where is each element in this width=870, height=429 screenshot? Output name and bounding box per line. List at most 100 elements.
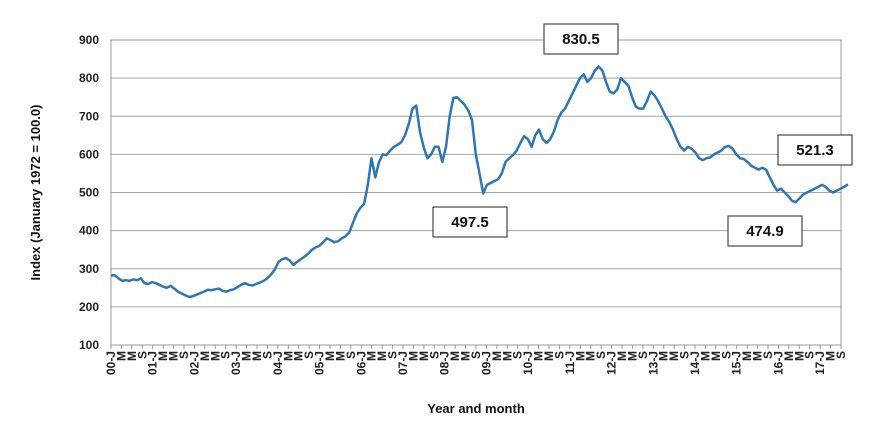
x-tick-label: M	[709, 351, 723, 361]
x-tick-label: 02-J	[187, 351, 201, 375]
x-tick-label: M	[573, 351, 587, 361]
callout-521-3: 521.3	[777, 134, 853, 166]
x-tick-label: S	[678, 351, 692, 359]
x-tick-label: M	[448, 351, 462, 361]
x-tick-label: M	[417, 351, 431, 361]
x-tick-label: 01-J	[146, 351, 160, 375]
callouts: 830.5 497.5 474.9 521.3	[432, 23, 853, 247]
x-tick-label: M	[250, 351, 264, 361]
y-axis-title: Index (January 1972 = 100.0)	[28, 105, 43, 281]
callout-label: 521.3	[796, 142, 834, 159]
x-tick-label: M	[208, 351, 222, 361]
x-tick-label: S	[386, 351, 400, 359]
x-tick-label: S	[302, 351, 316, 359]
x-tick-label: M	[615, 351, 629, 361]
callout-label: 830.5	[562, 31, 600, 48]
x-tick-label: 00-J	[104, 351, 118, 375]
x-tick-label: M	[751, 351, 765, 361]
x-tick-label: S	[219, 351, 233, 359]
x-tick-label: 16-J	[771, 351, 785, 375]
callout-box	[543, 23, 619, 55]
x-tick-label: S	[803, 351, 817, 359]
x-tick-label: M	[167, 351, 181, 361]
x-tick-label: M	[532, 351, 546, 361]
x-tick-label: M	[584, 351, 598, 361]
x-tick-label: S	[135, 351, 149, 359]
x-tick-label: M	[740, 351, 754, 361]
x-tick-label: 05-J	[313, 351, 327, 375]
y-tick-label: 200	[79, 300, 99, 314]
x-tick-label: M	[490, 351, 504, 361]
x-tick-label: M	[292, 351, 306, 361]
x-tick-label: 11-J	[563, 351, 577, 374]
x-tick-label: 03-J	[229, 351, 243, 375]
x-tick-label: 15-J	[730, 351, 744, 375]
callout-box	[432, 206, 508, 238]
x-tick-label: M	[333, 351, 347, 361]
x-tick-label: M	[375, 351, 389, 361]
callout-label: 474.9	[746, 223, 784, 240]
y-tick-label: 600	[79, 147, 99, 161]
x-tick-label: M	[542, 351, 556, 361]
x-tick-label: M	[459, 351, 473, 361]
y-tick-label: 900	[79, 33, 99, 47]
x-tick-label: 09-J	[479, 351, 493, 375]
x-tick-label: S	[177, 351, 191, 359]
x-tick-label: 14-J	[688, 351, 702, 375]
x-tick-label: M	[323, 351, 337, 361]
y-tick-label: 500	[79, 186, 99, 200]
x-tick-label: S	[594, 351, 608, 359]
x-tick-label: 08-J	[438, 351, 452, 375]
callout-830-5: 830.5	[543, 23, 619, 55]
x-tick-label: M	[657, 351, 671, 361]
x-tick-label: S	[834, 351, 848, 359]
callout-497-5: 497.5	[432, 206, 508, 238]
callout-label: 497.5	[451, 214, 489, 231]
callout-474-9: 474.9	[727, 215, 803, 247]
y-tick-label: 300	[79, 262, 99, 276]
x-tick-label: M	[240, 351, 254, 361]
gridlines	[111, 39, 841, 346]
x-tick-label: 13-J	[646, 351, 660, 375]
x-tick-label: M	[406, 351, 420, 361]
x-tick-label: 06-J	[354, 351, 368, 375]
x-tick-label: M	[625, 351, 639, 361]
x-tick-label: M	[698, 351, 712, 361]
x-tick-label: M	[500, 351, 514, 361]
x-tick-label: 04-J	[271, 351, 285, 375]
x-tick-label: M	[156, 351, 170, 361]
y-tick-label: 700	[79, 109, 99, 123]
x-axis-title: Year and month	[427, 401, 525, 416]
x-tick-label: 12-J	[605, 351, 619, 375]
y-tick-label: 400	[79, 224, 99, 238]
x-tick-label: S	[260, 351, 274, 359]
x-tick-label: M	[125, 351, 139, 361]
y-tick-label: 100	[79, 338, 99, 352]
x-tick-label: S	[344, 351, 358, 359]
x-tick-label: M	[114, 351, 128, 361]
x-tick-label: 07-J	[396, 351, 410, 375]
x-tick-label: M	[281, 351, 295, 361]
x-axis-ticks: 00-JMMS01-JMMS02-JMMS03-JMMS04-JMMS05-JM…	[104, 345, 848, 375]
x-tick-label: S	[427, 351, 441, 359]
index-series-line	[110, 65, 849, 299]
x-tick-label: M	[667, 351, 681, 361]
x-tick-label: S	[552, 351, 566, 359]
x-tick-label: S	[719, 351, 733, 359]
x-tick-label: S	[469, 351, 483, 359]
x-tick-label: M	[824, 351, 838, 361]
y-tick-label: 800	[79, 71, 99, 85]
x-tick-label: 10-J	[521, 351, 535, 375]
x-tick-label: M	[365, 351, 379, 361]
x-tick-label: S	[511, 351, 525, 359]
x-tick-label: S	[761, 351, 775, 359]
callout-box	[777, 134, 853, 166]
x-tick-label: 17-J	[813, 351, 827, 375]
x-tick-label: S	[636, 351, 650, 359]
plot-area	[110, 39, 842, 346]
x-tick-label: M	[792, 351, 806, 361]
x-tick-label: M	[198, 351, 212, 361]
callout-box	[727, 215, 803, 247]
y-axis-ticks: 100 200 300 400 500 600 700 800 900	[79, 33, 99, 352]
